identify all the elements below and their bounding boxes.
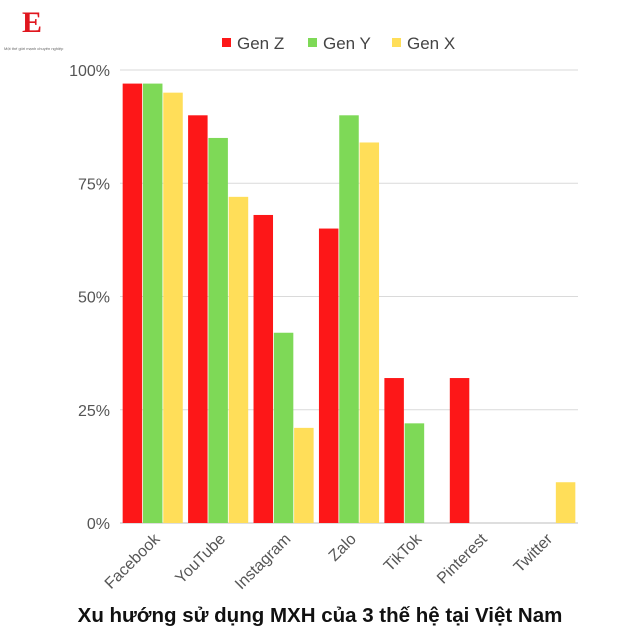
x-tick-label: Instagram — [232, 531, 294, 593]
legend-label: Gen X — [407, 34, 455, 53]
bar — [188, 115, 208, 524]
bar — [273, 332, 294, 523]
bar — [555, 482, 576, 523]
legend-swatch — [392, 38, 401, 47]
brand-logo: E Một thế giới mạnh chuyên nghiệp — [4, 8, 84, 52]
x-tick-label: Zalo — [326, 531, 360, 565]
y-tick-label: 75% — [78, 176, 110, 193]
bar — [384, 378, 404, 523]
legend-swatch — [308, 38, 317, 47]
bar — [404, 423, 425, 523]
bar-chart: 0% 25% 50% 75% 100% Facebook YouTube Instagram Z… — [69, 34, 578, 593]
bar — [142, 83, 163, 523]
x-tick-label: Twitter — [511, 530, 557, 576]
x-tick-label: YouTube — [172, 531, 229, 588]
bar — [122, 83, 143, 523]
x-tick-label: Pinterest — [434, 530, 491, 587]
bar — [359, 142, 380, 524]
bar — [449, 378, 470, 523]
bar — [318, 228, 339, 524]
y-tick-label: 0% — [87, 516, 110, 533]
logo-tagline: Một thế giới mạnh chuyên nghiệp — [4, 46, 64, 51]
chart-title: Xu hướng sử dụng MXH của 3 thế hệ tại Vi… — [77, 604, 563, 627]
bar — [339, 115, 359, 524]
y-tick-label: 50% — [78, 290, 110, 307]
bar — [294, 427, 314, 523]
legend-label: Gen Y — [323, 34, 371, 53]
x-tick-label: Facebook — [102, 530, 164, 592]
legend-swatch — [222, 38, 231, 47]
y-tick-label: 100% — [69, 63, 110, 80]
logo-letter: E — [22, 6, 43, 39]
bar — [163, 92, 183, 524]
bar — [253, 214, 274, 523]
bar — [228, 196, 249, 523]
bar — [208, 137, 228, 523]
y-tick-label: 25% — [78, 403, 110, 420]
x-tick-label: TikTok — [381, 530, 426, 575]
legend-label: Gen Z — [237, 34, 284, 53]
